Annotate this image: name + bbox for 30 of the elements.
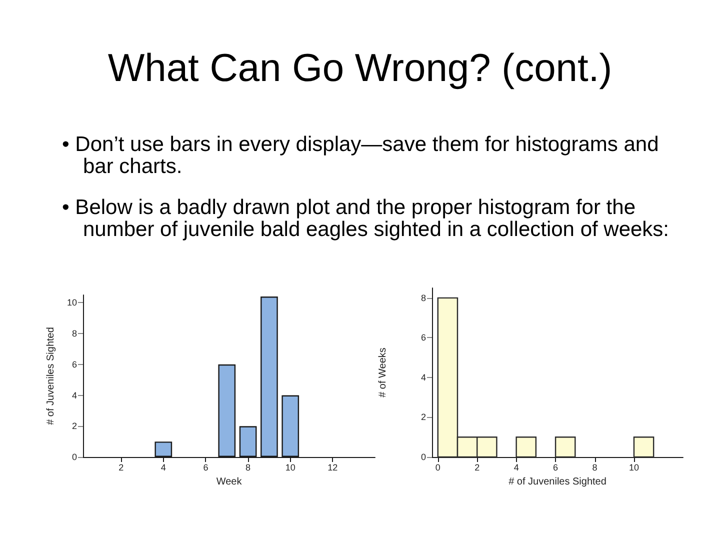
- x-tick-label: 2: [118, 462, 124, 472]
- x-tick-label: 0: [435, 462, 440, 472]
- x-tick-label: 6: [203, 462, 208, 472]
- text: • Don’t use bars in every display—save them for histograms and bar charts.: [62, 133, 660, 178]
- x-axis-title: Week: [216, 476, 243, 488]
- y-axis-title: # of Weeks: [378, 348, 388, 398]
- y-tick-label: 8: [420, 292, 426, 303]
- y-tick-label: 2: [420, 412, 426, 422]
- y-tick-label: 8: [72, 328, 77, 339]
- y-tick-label: 4: [72, 390, 77, 400]
- y-tick-label: 10: [66, 298, 77, 308]
- x-tick-label: 8: [592, 462, 598, 472]
- y-tick-label: 2: [72, 421, 77, 432]
- x-tick-label: 6: [553, 462, 558, 472]
- y-tick-label: 6: [420, 332, 426, 343]
- x-tick-label: 8: [246, 462, 251, 472]
- x-tick-label: 12: [328, 462, 338, 472]
- x-axis-title: # of Juveniles Sighted: [508, 476, 606, 488]
- y-tick-label: 6: [72, 359, 77, 370]
- y-axis-title: # of Juveniles Sighted: [46, 327, 57, 425]
- text: What Can Go Wrong? (cont.): [106, 47, 614, 91]
- y-tick-label: 4: [420, 372, 426, 382]
- text: • Below is a badly drawn plot and the proper histogram for the number of juvenile bald eagles sighted in a collection of weeks:: [62, 196, 670, 241]
- x-tick-label: 4: [514, 462, 519, 472]
- y-tick-label: 0: [72, 452, 77, 462]
- x-tick-label: 4: [160, 462, 166, 472]
- x-tick-label: 2: [474, 462, 480, 472]
- y-tick-label: 0: [420, 452, 426, 462]
- x-tick-label: 10: [628, 462, 639, 472]
- x-tick-label: 10: [285, 462, 296, 472]
